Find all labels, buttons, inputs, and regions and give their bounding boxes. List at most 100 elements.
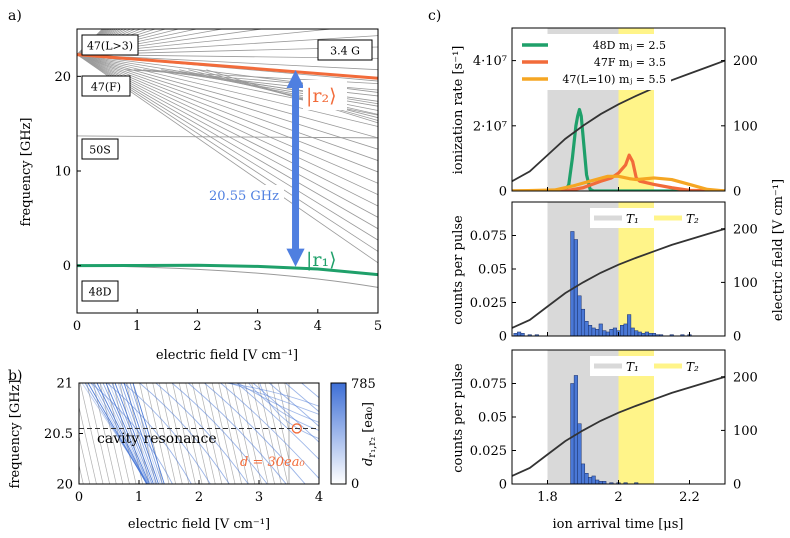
coupled-state-curve: [90, 383, 173, 484]
panel-b-ylabel: frequency [GHz]: [8, 380, 23, 489]
y2-tick-label: 200: [733, 370, 758, 385]
c-xlabel: ion arrival time [μs]: [552, 517, 683, 532]
bg-state-line: [106, 383, 130, 484]
x-tick-label: 3: [255, 490, 263, 505]
x-tick-label: 1.8: [537, 490, 558, 505]
bg-state-line: [409, 378, 434, 489]
coupled-state-line: [93, 383, 148, 484]
histogram-bar: [577, 295, 582, 336]
bg-state-line: [198, 383, 223, 484]
histogram-bar: [577, 423, 582, 484]
coupled-state-curve: [223, 383, 319, 407]
histogram-bar: [669, 334, 674, 336]
x-tick-label: 2: [193, 319, 201, 334]
stark-fan-line: [77, 54, 378, 173]
r1-label: |r₁⟩: [306, 249, 337, 271]
histogram-bar: [588, 477, 593, 484]
colorbar-label: dr₁,r₂ [ea₀]: [361, 402, 378, 466]
y2-tick-label: 200: [733, 222, 758, 237]
bg-state-line: [231, 383, 256, 484]
field-label: 3.4 G: [330, 45, 360, 58]
histogram-bar: [580, 308, 586, 336]
coupled-state-line: [99, 383, 149, 484]
series-line-0: [77, 53, 378, 80]
y-tick-label: 2·10⁷: [473, 119, 507, 134]
r2-label: |r₂⟩: [306, 85, 337, 107]
coupled-state-curve: [220, 383, 319, 480]
coupled-state-curve: [237, 383, 319, 423]
bg-state-line: [468, 378, 493, 489]
rate-line-0: [512, 107, 725, 191]
state-box-50S: [81, 138, 119, 160]
legend-label: 47F mⱼ = 3.5: [594, 56, 666, 69]
c-bot-legend: T₁ T₂: [590, 356, 720, 376]
bg-state-line: [165, 383, 190, 484]
histogram-bar: [659, 334, 664, 336]
c-top-ticks: 0 2·10⁷ 4·10⁷ 0 100 200: [473, 54, 758, 199]
bg-state-line: [86, 383, 111, 484]
bg-state-line: [20, 378, 45, 489]
colorbar-label-main: d: [361, 458, 376, 466]
field-ramp-curve: [512, 227, 725, 329]
histogram-bar: [637, 331, 642, 336]
bg-state-line: [79, 405, 97, 484]
bg-state-line: [396, 378, 421, 489]
stark-fan-line: [77, 29, 137, 55]
y2-tick-label: 0: [733, 185, 741, 200]
series-line-1: [77, 263, 378, 277]
x-tick-label: 5: [374, 319, 382, 334]
x-tick-label: 0: [73, 319, 81, 334]
bg-state-line: [224, 383, 249, 484]
coupled-state-curve: [285, 383, 319, 413]
y-tick-label: 0.05: [478, 263, 507, 278]
y-tick-label: 10: [54, 165, 71, 180]
stark-fan-line: [77, 29, 142, 55]
stark-fan-line: [77, 54, 378, 139]
histogram-bar: [602, 330, 607, 336]
bg-state-line: [172, 383, 196, 484]
panel-a-xlabel: electric field [V cm⁻¹]: [156, 348, 298, 363]
histogram-bar: [634, 482, 639, 484]
state-label-47F: 47(F): [91, 81, 121, 94]
legend-label-T1: T₁: [626, 360, 639, 374]
c-mid-series: [512, 227, 725, 336]
c-mid-ticks: 0 0.025 0.05 0.075 0 100 200: [470, 222, 758, 344]
y-tick-label: 0: [499, 185, 507, 200]
panel-b: 0 1 2 3 4 20 20.5 21 cavity resonance d = 30ea₀…: [0, 377, 493, 533]
coupled-state-curve: [139, 383, 230, 484]
c-bot-ylabel: counts per pulse: [451, 363, 466, 473]
y-tick-label: 0.025: [470, 296, 507, 311]
coupled-state-curve: [187, 383, 287, 484]
bg-state-line: [0, 378, 5, 489]
c-top-ylabel: ionization rate [s⁻¹]: [451, 46, 466, 175]
bg-state-line: [185, 383, 210, 484]
bg-state-line: [139, 383, 163, 484]
state-box-47F: [81, 75, 131, 97]
r2-label-bg: [303, 80, 347, 110]
field-ramp-curve: [512, 59, 725, 183]
y-tick-label: 4·10⁷: [473, 54, 507, 69]
x-tick-label: 2: [195, 490, 203, 505]
y2-tick-label: 100: [733, 119, 758, 134]
histogram-bar: [602, 481, 607, 484]
stark-fan-line: [77, 29, 132, 55]
panel-label-b: b): [8, 368, 22, 384]
y2-tick-label: 0: [733, 478, 741, 493]
colorbar-max-label: 785: [351, 377, 376, 392]
bg-state-line: [79, 434, 91, 484]
coupled-state-line: [132, 383, 165, 484]
panel-b-ticks: 0 1 2 3 4 20 20.5 21: [44, 377, 323, 506]
histogram-bar: [580, 463, 586, 484]
c-bot-series: [512, 375, 725, 484]
histogram-bar: [588, 325, 593, 336]
bg-state-line: [132, 383, 157, 484]
bg-state-line: [152, 383, 177, 484]
coupled-state-line: [108, 383, 152, 484]
panel-b-xlabel: electric field [V cm⁻¹]: [128, 517, 270, 532]
histogram-bar: [584, 473, 589, 484]
bg-state-line: [389, 378, 414, 489]
resonance-marker: [291, 423, 302, 434]
histogram-bar: [612, 327, 617, 336]
y-tick-label: 0.075: [470, 229, 507, 244]
